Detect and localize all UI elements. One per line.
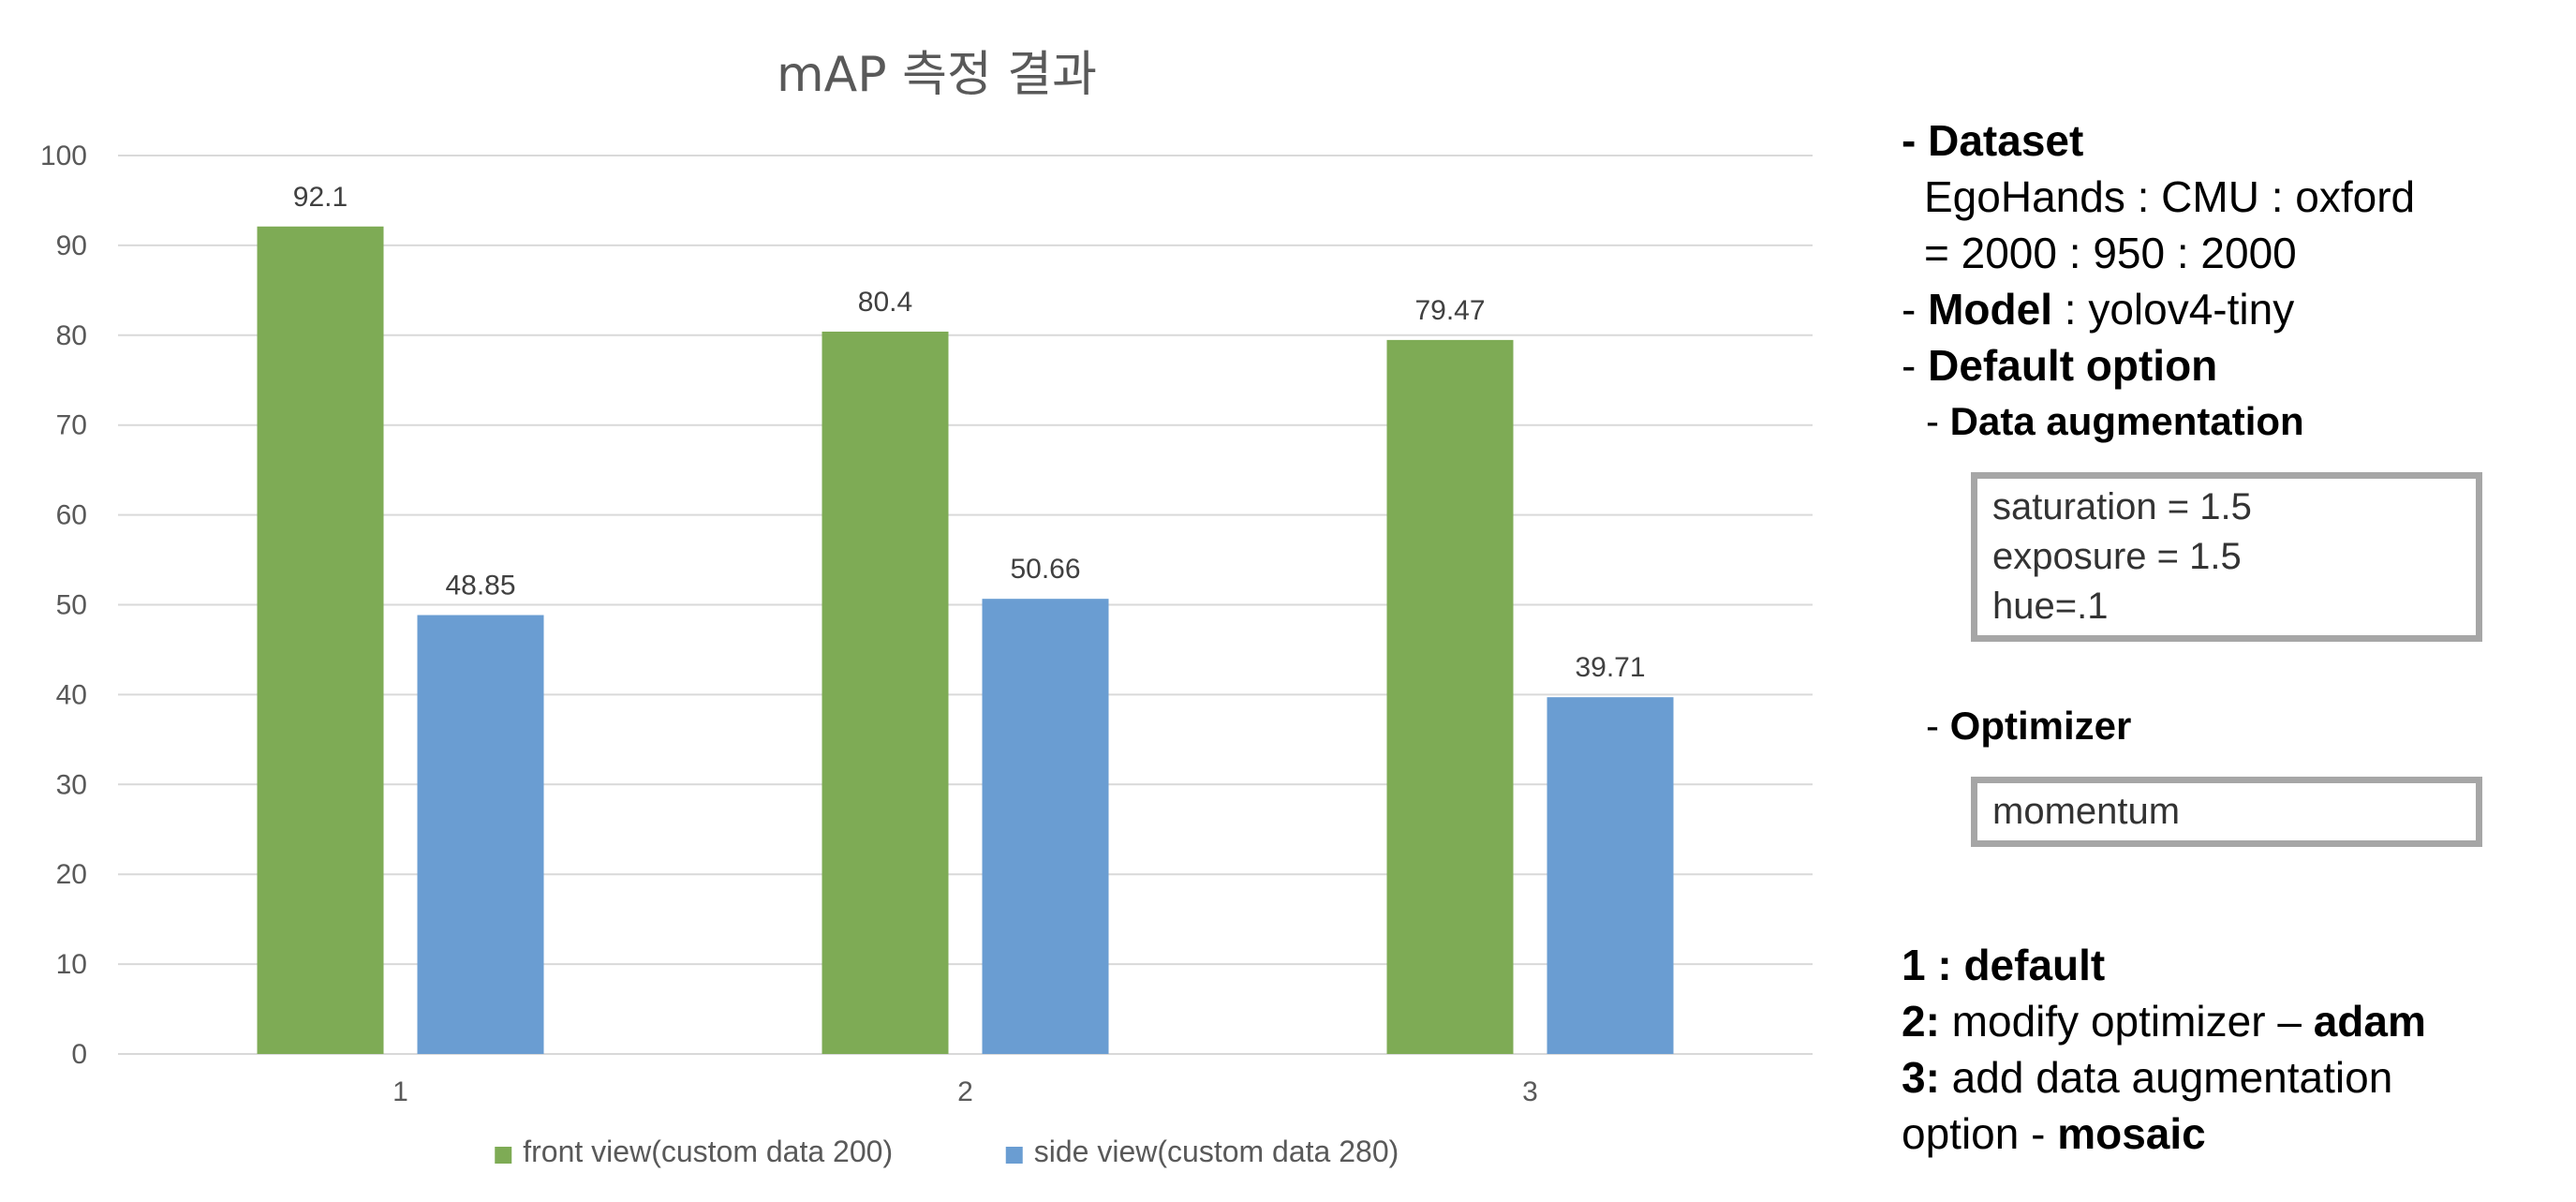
augmentation-box: saturation = 1.5 exposure = 1.5 hue=.1: [1971, 472, 2482, 642]
legend-label: side view(custom data 280): [1034, 1135, 1399, 1168]
y-tick-label: 10: [56, 949, 87, 980]
bar: [822, 331, 949, 1054]
notes-panel: - Dataset EgoHands : CMU : oxford = 2000…: [1902, 112, 2557, 1162]
dataset-heading: - Dataset: [1902, 116, 2084, 165]
dataset-ratio-line2: = 2000 : 950 : 2000: [1924, 229, 2297, 277]
optimizer-value: momentum: [1992, 791, 2181, 832]
x-tick-label: 1: [392, 1076, 408, 1107]
x-tick-label: 3: [1522, 1076, 1538, 1107]
chart-title: mAP 측정 결과: [777, 47, 1097, 103]
bars: 92.1 48.85 80.4 50.66 79.47 39.71: [257, 182, 1674, 1055]
data-label: 80.4: [858, 287, 912, 318]
default-option-heading: - Default option: [1902, 341, 2218, 390]
bar: [257, 226, 384, 1055]
optimizer-heading: - Optimizer: [1926, 704, 2132, 748]
grid-lines: [118, 155, 1813, 1055]
bar-chart: mAP 측정 결과 0 10 20 30 40 50 60 70 80 90 100 92.1 48.…: [40, 47, 1813, 1168]
y-tick-label: 0: [71, 1039, 87, 1070]
legend: front view(custom data 200) side view(cus…: [495, 1135, 1399, 1168]
y-tick-label: 80: [56, 320, 87, 351]
y-axis-ticks: 0 10 20 30 40 50 60 70 80 90 100: [40, 141, 87, 1070]
x-tick-label: 2: [957, 1076, 973, 1107]
data-label: 50.66: [1010, 554, 1080, 585]
augmentation-item: hue=.1: [1992, 586, 2109, 627]
augmentation-item: exposure = 1.5: [1992, 536, 2242, 577]
y-tick-label: 90: [56, 230, 87, 261]
x-axis-ticks: 1 2 3: [392, 1076, 1538, 1107]
legend-swatch: [495, 1147, 512, 1164]
legend-augmentation-cont: option - mosaic: [1902, 1109, 2206, 1158]
y-tick-label: 50: [56, 590, 87, 621]
data-label: 39.71: [1575, 652, 1645, 683]
data-label: 48.85: [445, 571, 515, 601]
data-label: 79.47: [1414, 295, 1485, 326]
legend-default: 1 : default: [1902, 941, 2106, 989]
y-tick-label: 60: [56, 500, 87, 531]
y-tick-label: 30: [56, 769, 87, 800]
optimizer-box: momentum: [1971, 777, 2482, 847]
dataset-ratio-line1: EgoHands : CMU : oxford: [1924, 172, 2416, 221]
y-tick-label: 100: [40, 141, 87, 171]
y-tick-label: 40: [56, 679, 87, 710]
legend-augmentation: 3: add data augmentation: [1902, 1053, 2393, 1102]
y-tick-label: 20: [56, 859, 87, 890]
bar: [417, 615, 544, 1054]
data-augmentation-heading: - Data augmentation: [1926, 399, 2304, 443]
data-label: 92.1: [293, 182, 348, 213]
legend-swatch: [1005, 1147, 1023, 1164]
augmentation-item: saturation = 1.5: [1992, 486, 2252, 527]
bar: [1547, 697, 1674, 1054]
bar: [1386, 339, 1514, 1054]
bar: [982, 599, 1109, 1054]
legend-optimizer: 2: modify optimizer – adam: [1902, 997, 2426, 1046]
legend-label: front view(custom data 200): [523, 1135, 893, 1168]
model-line: - Model : yolov4-tiny: [1902, 285, 2295, 334]
y-tick-label: 70: [56, 410, 87, 441]
